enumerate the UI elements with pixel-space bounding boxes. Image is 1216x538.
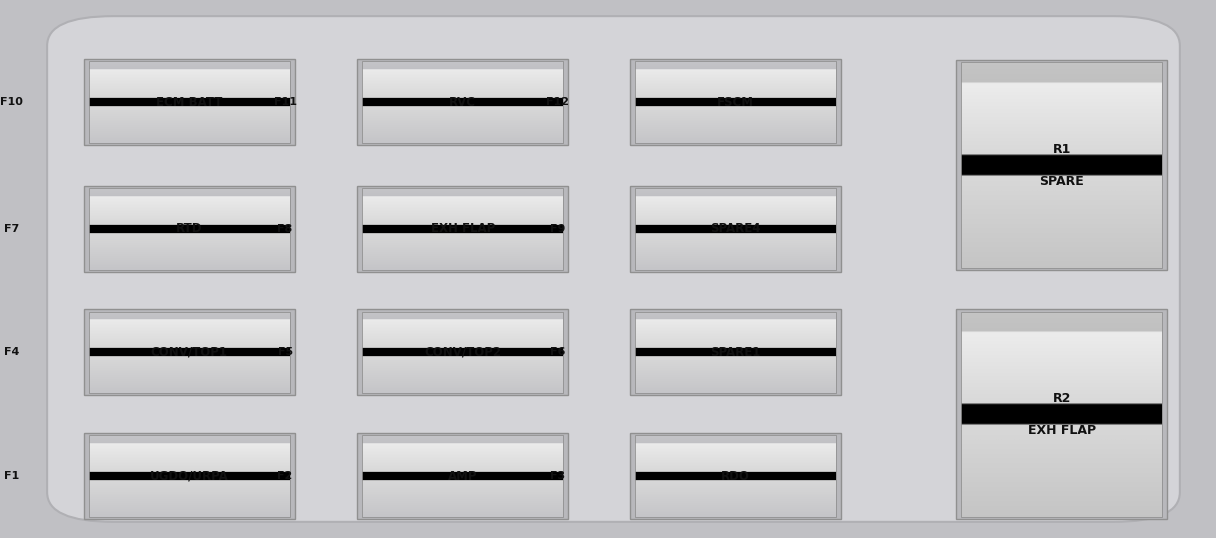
Text: RDO: RDO	[721, 470, 749, 483]
FancyBboxPatch shape	[630, 186, 840, 272]
Text: F10: F10	[0, 97, 23, 107]
FancyBboxPatch shape	[84, 186, 294, 272]
Text: R1: R1	[1053, 143, 1071, 155]
Text: CONV/TOP1: CONV/TOP1	[151, 346, 227, 359]
Text: R2: R2	[1053, 392, 1071, 405]
FancyBboxPatch shape	[84, 433, 294, 519]
Text: FSCM: FSCM	[716, 96, 754, 109]
FancyBboxPatch shape	[84, 309, 294, 395]
Text: F3: F3	[550, 471, 565, 481]
Text: F11: F11	[274, 97, 297, 107]
Text: F9: F9	[550, 224, 565, 233]
FancyBboxPatch shape	[358, 186, 568, 272]
Text: F7: F7	[4, 224, 19, 233]
FancyBboxPatch shape	[630, 433, 840, 519]
FancyBboxPatch shape	[358, 433, 568, 519]
Text: F12: F12	[546, 97, 569, 107]
Text: RVC: RVC	[450, 96, 477, 109]
Text: SPARE: SPARE	[1040, 175, 1085, 188]
FancyBboxPatch shape	[956, 60, 1167, 270]
Text: UGDO/URPA: UGDO/URPA	[150, 470, 229, 483]
Text: F1: F1	[4, 471, 19, 481]
Text: F8: F8	[277, 224, 293, 233]
FancyBboxPatch shape	[630, 59, 840, 145]
FancyBboxPatch shape	[47, 16, 1180, 522]
FancyBboxPatch shape	[358, 309, 568, 395]
Text: F2: F2	[277, 471, 293, 481]
FancyBboxPatch shape	[630, 309, 840, 395]
Text: SPARE4: SPARE4	[710, 222, 760, 235]
Text: ECM BATT: ECM BATT	[156, 96, 223, 109]
FancyBboxPatch shape	[358, 59, 568, 145]
FancyBboxPatch shape	[84, 59, 294, 145]
Text: EXH FLAP: EXH FLAP	[430, 222, 495, 235]
Text: EXH FLAP: EXH FLAP	[1028, 424, 1096, 437]
Text: CONV/TOP2: CONV/TOP2	[424, 346, 501, 359]
Text: SPARE1: SPARE1	[710, 346, 760, 359]
Text: AMP: AMP	[449, 470, 478, 483]
FancyBboxPatch shape	[956, 309, 1167, 519]
Text: RTD: RTD	[176, 222, 203, 235]
Text: F6: F6	[550, 348, 565, 357]
Text: F4: F4	[4, 348, 19, 357]
Text: F5: F5	[277, 348, 293, 357]
